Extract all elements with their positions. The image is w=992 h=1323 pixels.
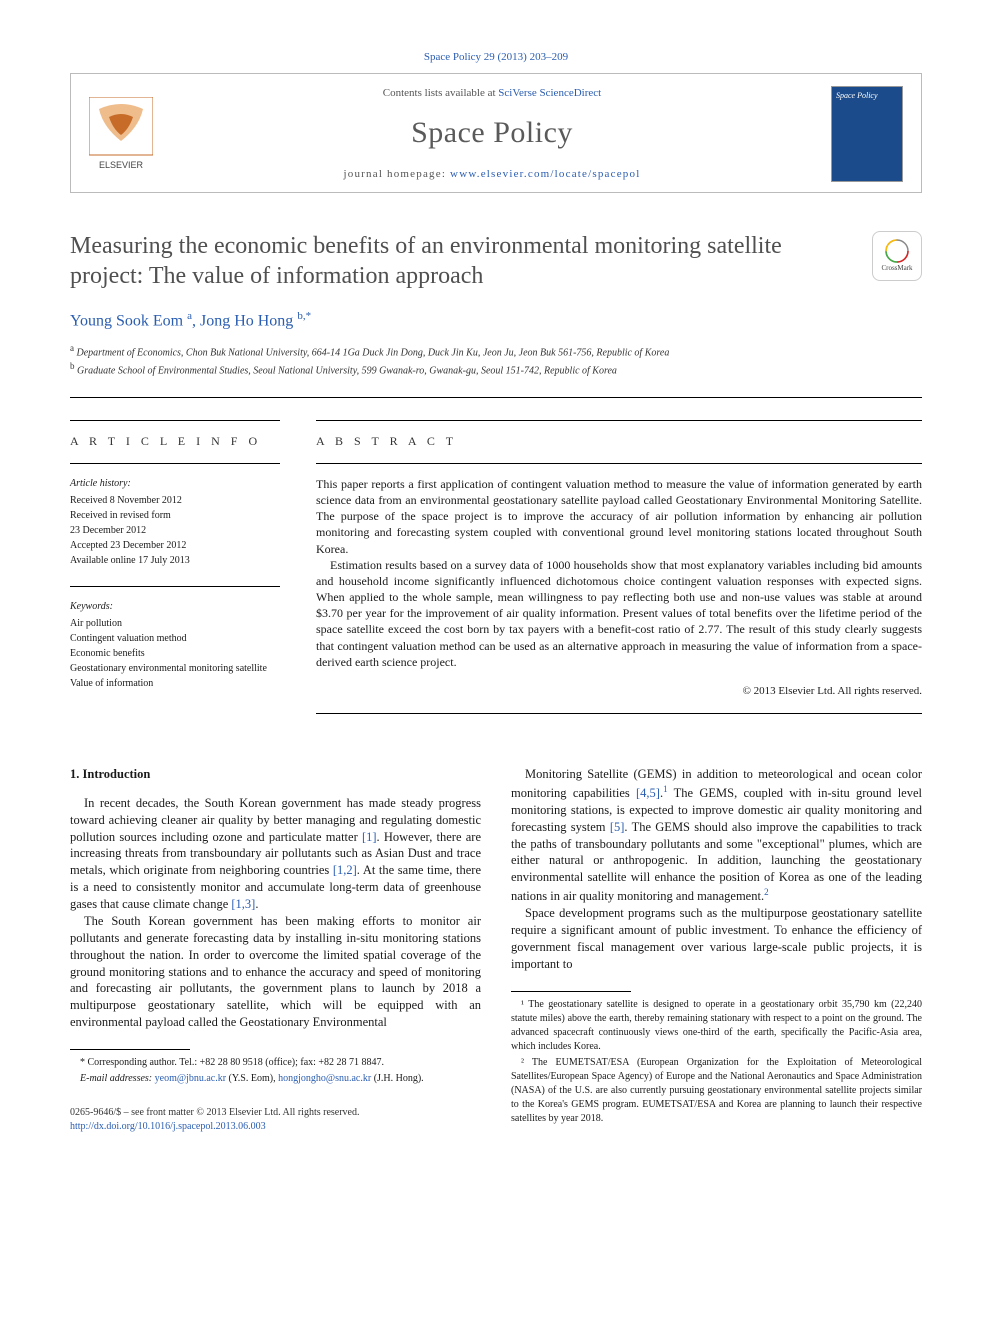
page-footer: 0265-9646/$ – see front matter © 2013 El…	[70, 1106, 481, 1133]
svg-text:ELSEVIER: ELSEVIER	[99, 160, 144, 170]
crossmark-icon[interactable]: CrossMark	[872, 231, 922, 281]
abstract-paragraph: This paper reports a first application o…	[316, 476, 922, 557]
reference-link[interactable]: [5]	[610, 820, 625, 834]
elsevier-logo-icon: ELSEVIER	[89, 97, 153, 171]
reference-link[interactable]: [1]	[362, 830, 377, 844]
history-line: Accepted 23 December 2012	[70, 538, 280, 553]
history-line: 23 December 2012	[70, 523, 280, 538]
abstract-heading: A B S T R A C T	[316, 433, 922, 449]
article-info-column: A R T I C L E I N F O Article history: R…	[70, 420, 280, 726]
history-line: Received in revised form	[70, 508, 280, 523]
divider	[316, 420, 922, 421]
divider	[70, 397, 922, 398]
keyword: Contingent valuation method	[70, 631, 280, 646]
email-link[interactable]: hongjongho@snu.ac.kr	[278, 1073, 371, 1084]
sciencedirect-link[interactable]: SciVerse ScienceDirect	[498, 87, 601, 99]
contents-available: Contents lists available at SciVerse Sci…	[171, 86, 813, 101]
journal-header: ELSEVIER Contents lists available at Sci…	[70, 73, 922, 193]
body-paragraph: Space development programs such as the m…	[511, 905, 922, 973]
body-paragraph: In recent decades, the South Korean gove…	[70, 795, 481, 913]
history-label: Article history:	[70, 476, 280, 491]
divider	[316, 713, 922, 714]
keyword: Value of information	[70, 676, 280, 691]
left-footnotes: * Corresponding author. Tel.: +82 28 80 …	[70, 1056, 481, 1086]
doi-link[interactable]: http://dx.doi.org/10.1016/j.spacepol.201…	[70, 1121, 266, 1132]
journal-homepage: journal homepage: www.elsevier.com/locat…	[171, 167, 813, 182]
keyword: Air pollution	[70, 616, 280, 631]
authors: Young Sook Eom a, Jong Ho Hong b,*	[70, 309, 922, 332]
body-paragraph: Monitoring Satellite (GEMS) in addition …	[511, 766, 922, 905]
email-link[interactable]: yeom@jbnu.ac.kr	[155, 1073, 226, 1084]
body-paragraph: The South Korean government has been mak…	[70, 913, 481, 1031]
abstract-column: A B S T R A C T This paper reports a fir…	[316, 420, 922, 726]
divider	[70, 463, 280, 464]
history-line: Received 8 November 2012	[70, 493, 280, 508]
footnote-divider	[511, 991, 631, 992]
keywords-label: Keywords:	[70, 599, 280, 614]
reference-link[interactable]: [1,2]	[333, 863, 357, 877]
journal-name: Space Policy	[171, 113, 813, 154]
article-info-heading: A R T I C L E I N F O	[70, 433, 280, 449]
abstract-paragraph: Estimation results based on a survey dat…	[316, 557, 922, 670]
divider	[70, 420, 280, 421]
journal-homepage-link[interactable]: www.elsevier.com/locate/spacepol	[450, 168, 640, 180]
article-title: Measuring the economic benefits of an en…	[70, 231, 852, 291]
copyright-line: © 2013 Elsevier Ltd. All rights reserved…	[316, 684, 922, 699]
keyword: Geostationary environmental monitoring s…	[70, 661, 280, 676]
body-text: 1. Introduction In recent decades, the S…	[70, 766, 922, 1133]
section-heading: 1. Introduction	[70, 766, 481, 783]
journal-cover-icon: Space Policy	[831, 86, 903, 182]
reference-link[interactable]: [4,5]	[636, 786, 660, 800]
footnote-divider	[70, 1049, 190, 1050]
history-line: Available online 17 July 2013	[70, 553, 280, 568]
citation-line: Space Policy 29 (2013) 203–209	[70, 50, 922, 65]
divider	[316, 463, 922, 464]
reference-link[interactable]: [1,3]	[231, 897, 255, 911]
divider	[70, 586, 280, 587]
keyword: Economic benefits	[70, 646, 280, 661]
right-footnotes: ¹ The geostationary satellite is designe…	[511, 998, 922, 1126]
affiliations: a Department of Economics, Chon Buk Nati…	[70, 342, 922, 379]
